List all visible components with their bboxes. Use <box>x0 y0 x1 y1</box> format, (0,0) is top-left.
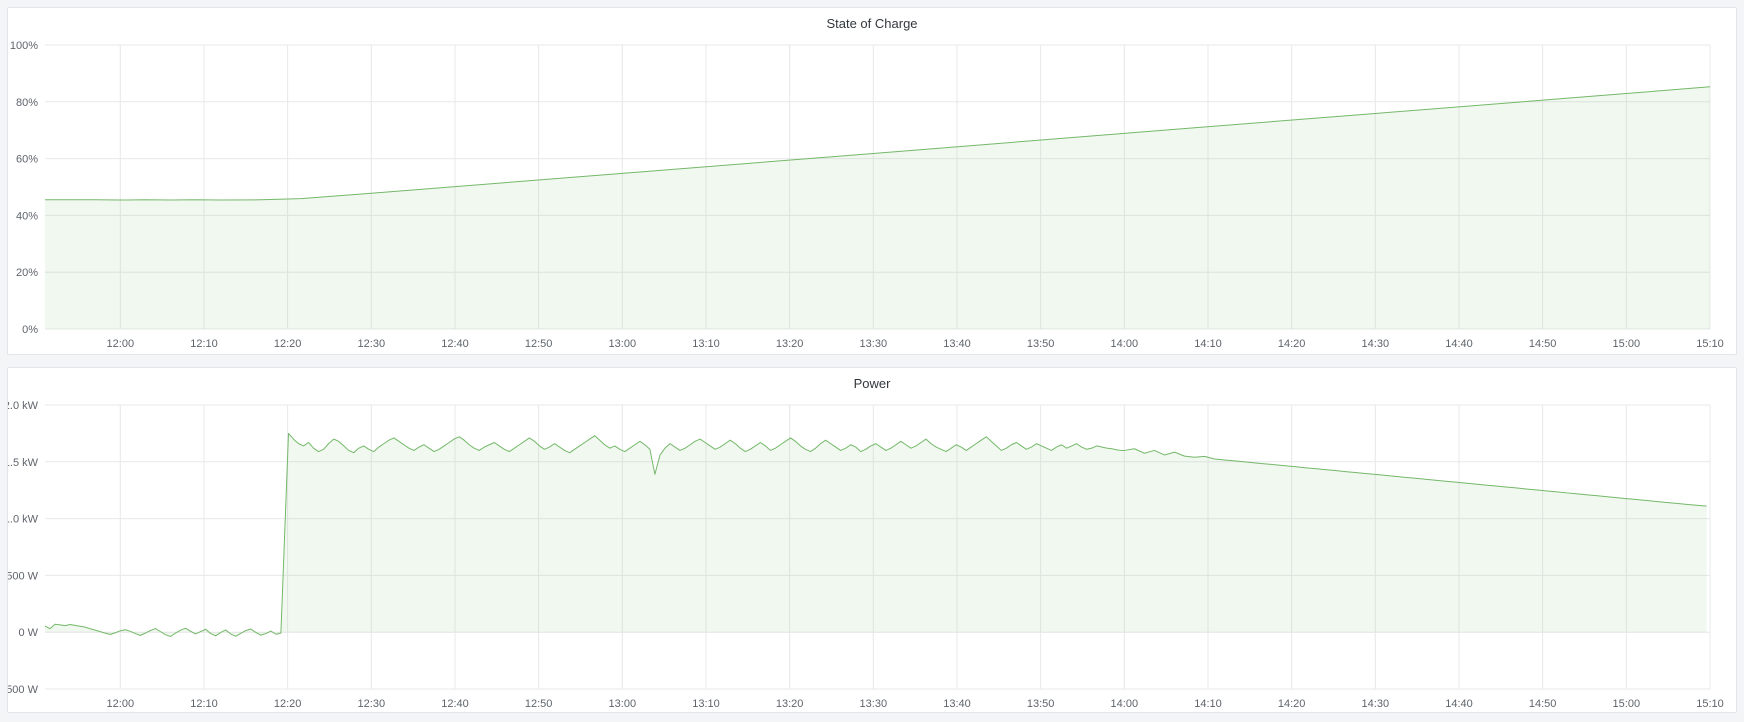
x-tick-label: 13:40 <box>943 338 971 350</box>
x-tick-label: 13:30 <box>860 338 888 350</box>
x-tick-label: 14:40 <box>1445 338 1473 350</box>
x-tick-label: 14:30 <box>1362 338 1390 350</box>
x-tick-label: 15:10 <box>1696 338 1724 350</box>
x-tick-label: 13:50 <box>1027 698 1055 710</box>
x-tick-label: 12:20 <box>274 698 302 710</box>
power-chart[interactable]: -500 W 0 W 500 W 1.0 kW 1.5 kW 2.0 kW 12:00 12:… <box>8 368 1736 712</box>
x-tick-label: 12:00 <box>107 338 135 350</box>
y-tick-label: -500 W <box>8 684 39 696</box>
x-tick-label: 13:20 <box>776 698 804 710</box>
x-tick-label: 14:10 <box>1194 698 1222 710</box>
y-tick-label: 20% <box>16 267 38 279</box>
x-tick-label: 14:50 <box>1529 338 1557 350</box>
x-tick-label: 14:20 <box>1278 338 1306 350</box>
x-tick-label: 15:10 <box>1696 698 1724 710</box>
y-tick-label: 80% <box>16 97 38 109</box>
x-tick-label: 12:40 <box>441 338 469 350</box>
state-of-charge-line <box>45 86 1711 201</box>
power-area <box>45 433 1707 637</box>
x-tick-label: 12:30 <box>358 338 386 350</box>
power-line <box>44 432 1707 638</box>
y-tick-label: 1.0 kW <box>8 514 39 526</box>
x-tick-label: 14:30 <box>1362 698 1390 710</box>
panel-power: Power -500 W 0 W 500 W 1.0 kW 1.5 kW 2.0 kW 12… <box>7 367 1737 713</box>
grid <box>45 44 1711 330</box>
x-tick-label: 14:40 <box>1445 698 1473 710</box>
x-tick-label: 15:00 <box>1613 698 1641 710</box>
x-tick-label: 13:00 <box>609 338 637 350</box>
state-of-charge-chart[interactable]: 0% 20% 40% 60% 80% 100% 12:00 12:10 12:20 12:30 12… <box>8 8 1736 354</box>
x-tick-label: 13:10 <box>692 338 720 350</box>
x-tick-label: 13:30 <box>860 698 888 710</box>
x-tick-label: 12:50 <box>525 698 553 710</box>
x-tick-label: 13:00 <box>609 698 637 710</box>
x-tick-label: 14:20 <box>1278 698 1306 710</box>
x-tick-label: 12:40 <box>441 698 469 710</box>
x-tick-label: 15:00 <box>1613 338 1641 350</box>
x-tick-label: 12:20 <box>274 338 302 350</box>
y-tick-label: 500 W <box>8 570 39 582</box>
grid <box>45 404 1711 690</box>
x-tick-label: 14:00 <box>1111 698 1139 710</box>
x-tick-label: 14:00 <box>1111 338 1139 350</box>
y-tick-label: 0% <box>22 324 38 336</box>
x-tick-label: 13:10 <box>692 698 720 710</box>
state-of-charge-area <box>45 86 1710 329</box>
x-tick-label: 14:10 <box>1194 338 1222 350</box>
x-tick-label: 12:30 <box>358 698 386 710</box>
x-tick-label: 13:50 <box>1027 338 1055 350</box>
y-tick-label: 1.5 kW <box>8 457 39 469</box>
x-tick-label: 12:10 <box>190 698 218 710</box>
y-tick-label: 0 W <box>18 627 38 639</box>
y-tick-label: 2.0 kW <box>8 400 39 412</box>
x-tick-label: 14:50 <box>1529 698 1557 710</box>
x-tick-label: 12:00 <box>107 698 135 710</box>
x-tick-label: 13:40 <box>943 698 971 710</box>
y-tick-label: 60% <box>16 154 38 166</box>
y-tick-label: 40% <box>16 210 38 222</box>
x-tick-label: 12:50 <box>525 338 553 350</box>
x-tick-label: 13:20 <box>776 338 804 350</box>
panel-state-of-charge: State of Charge 0% 20% 40% 60% 80% 100% 12:00 1… <box>7 7 1737 355</box>
panel-title-power[interactable]: Power <box>853 376 891 391</box>
x-tick-label: 12:10 <box>190 338 218 350</box>
y-tick-label: 100% <box>10 40 38 52</box>
panel-title-state-of-charge[interactable]: State of Charge <box>826 16 918 31</box>
